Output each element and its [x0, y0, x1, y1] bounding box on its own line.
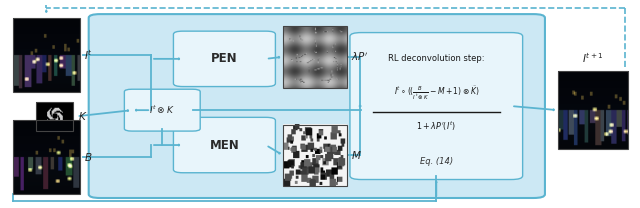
FancyBboxPatch shape: [173, 31, 275, 87]
Bar: [557, 71, 628, 149]
Text: Eq. (14): Eq. (14): [420, 157, 453, 166]
Text: $\lambda P^{\prime}$: $\lambda P^{\prime}$: [351, 51, 368, 63]
Text: $I^t \circ ((\frac{B}{I^t\otimes K}-M+1)\otimes\widetilde{K})$: $I^t \circ ((\frac{B}{I^t\otimes K}-M+1)…: [394, 85, 479, 102]
Text: MEN: MEN: [209, 139, 239, 152]
Bar: [36, 102, 74, 131]
FancyBboxPatch shape: [173, 117, 275, 173]
Text: $1+\lambda P^{\prime}(I^t)$: $1+\lambda P^{\prime}(I^t)$: [416, 120, 456, 133]
Text: $I^t$: $I^t$: [84, 48, 93, 62]
Text: RL deconvolution step:: RL deconvolution step:: [388, 54, 484, 63]
Text: $I^{t+1}$: $I^{t+1}$: [582, 51, 604, 65]
Text: $I^t\otimes K$: $I^t\otimes K$: [150, 104, 175, 116]
FancyBboxPatch shape: [350, 33, 523, 180]
Text: PEN: PEN: [211, 52, 237, 65]
Text: $M$: $M$: [351, 149, 361, 161]
FancyBboxPatch shape: [124, 89, 200, 131]
FancyBboxPatch shape: [89, 14, 545, 198]
Bar: [283, 125, 347, 186]
Text: $K$: $K$: [78, 110, 87, 122]
Bar: [13, 18, 80, 92]
Bar: [13, 120, 80, 194]
Text: $B$: $B$: [84, 151, 93, 163]
Bar: [283, 26, 347, 88]
